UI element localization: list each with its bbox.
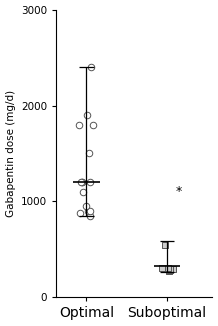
Point	[91, 122, 95, 127]
Point	[160, 265, 164, 270]
Point	[80, 180, 84, 185]
Point	[81, 189, 84, 195]
Point	[85, 204, 88, 209]
Point	[87, 208, 90, 214]
Point	[89, 65, 93, 70]
Point	[169, 267, 172, 272]
Point	[166, 266, 169, 271]
Point	[80, 180, 83, 185]
Point	[89, 213, 92, 218]
Point	[168, 266, 172, 271]
Point	[89, 180, 92, 185]
Point	[87, 151, 91, 156]
Point	[167, 268, 170, 273]
Point	[164, 242, 167, 247]
Point	[79, 180, 82, 185]
Point	[162, 266, 166, 272]
Point	[78, 211, 82, 216]
Y-axis label: Gabapentin dose (mg/d): Gabapentin dose (mg/d)	[5, 90, 15, 217]
Point	[78, 122, 81, 127]
Text: *: *	[176, 185, 182, 198]
Point	[85, 112, 89, 118]
Point	[88, 208, 92, 214]
Point	[171, 266, 175, 271]
